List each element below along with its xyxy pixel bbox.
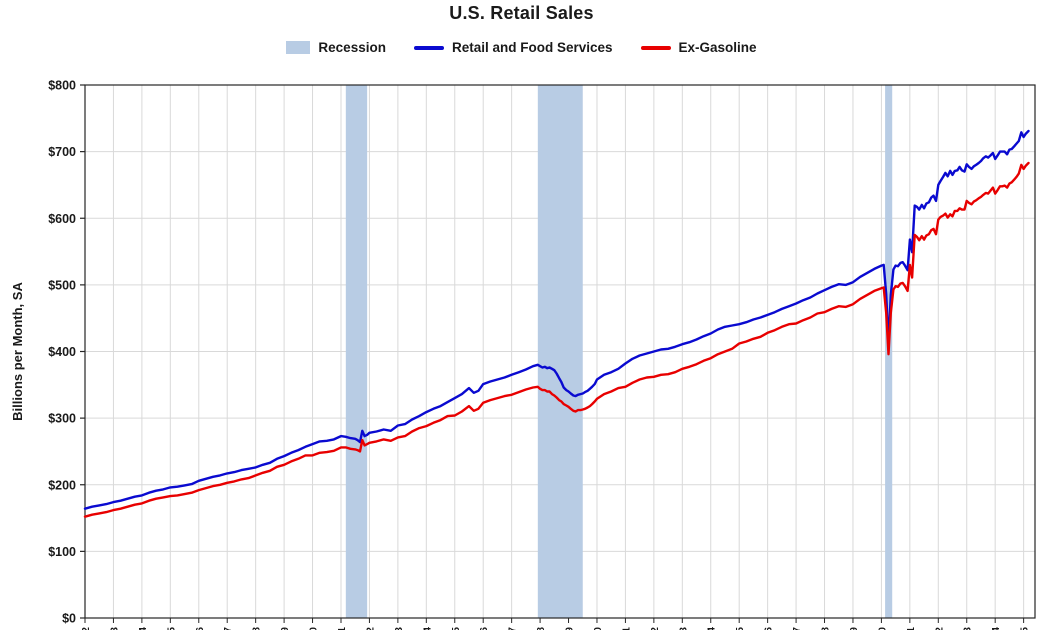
y-tick-label: $800 xyxy=(48,79,76,93)
y-tick-label: $0 xyxy=(62,612,76,626)
x-tick-label: Jan-94 xyxy=(138,627,149,630)
recession-band xyxy=(345,85,368,618)
x-tick-label: Jan-10 xyxy=(593,627,604,630)
x-tick-label: Jan-92 xyxy=(81,627,92,630)
x-tick-label: Jan-04 xyxy=(422,627,433,630)
y-tick-label: $700 xyxy=(48,145,76,159)
x-tick-label: Jan-11 xyxy=(621,627,632,630)
x-tick-label: Jan-15 xyxy=(735,627,746,630)
y-tick-label: $300 xyxy=(48,412,76,426)
legend-label-retail-and-food-services: Retail and Food Services xyxy=(451,40,613,55)
series-line-retail-and-food-services xyxy=(83,129,1030,510)
x-tick-label: Jan-22 xyxy=(934,627,945,630)
y-tick-label: $100 xyxy=(48,545,76,559)
x-tick-label: Jan-23 xyxy=(963,627,974,630)
x-tick-label: Jan-05 xyxy=(451,627,462,630)
y-tick-label: $600 xyxy=(48,212,76,226)
x-tick-label: Jan-18 xyxy=(821,627,832,630)
x-tick-label: Jan-12 xyxy=(650,627,661,630)
legend-item-retail-and-food-services: Retail and Food Services xyxy=(413,40,613,55)
x-tick-label: Jan-08 xyxy=(536,627,547,630)
x-tick-label: Jan-98 xyxy=(252,627,263,630)
retail-and-food-services-line-swatch xyxy=(413,45,444,50)
x-tick-label: Jan-95 xyxy=(166,627,177,630)
x-tick-label: Jan-02 xyxy=(365,627,376,630)
x-tick-label: Jan-06 xyxy=(479,627,490,630)
x-tick-label: Jan-99 xyxy=(280,627,291,630)
series-line-ex-gasoline xyxy=(83,161,1030,518)
y-tick-label: $200 xyxy=(48,478,76,492)
x-tick-label: Jan-03 xyxy=(394,627,405,630)
x-tick-label: Jan-16 xyxy=(764,627,775,630)
x-tick-label: Jan-09 xyxy=(565,627,576,630)
legend-label-recession: Recession xyxy=(318,40,386,55)
ex-gasoline-line-swatch xyxy=(640,45,671,50)
legend-label-ex-gasoline: Ex-Gasoline xyxy=(678,40,757,55)
legend-item-recession: Recession xyxy=(286,40,386,55)
chart-legend: Recession Retail and Food Services Ex-Ga… xyxy=(0,40,1043,55)
x-tick-label: Jan-24 xyxy=(991,627,1002,630)
x-tick-label: Jan-93 xyxy=(109,627,120,630)
x-tick-label: Jan-00 xyxy=(309,627,320,630)
recession-swatch xyxy=(286,41,311,54)
x-tick-label: Jan-25 xyxy=(1020,627,1031,630)
x-tick-label: Jan-07 xyxy=(508,627,519,630)
chart-title: U.S. Retail Sales xyxy=(449,3,594,23)
x-tick-label: Jan-21 xyxy=(906,627,917,630)
x-tick-label: Jan-13 xyxy=(678,627,689,630)
y-tick-label: $500 xyxy=(48,278,76,292)
x-tick-label: Jan-14 xyxy=(707,627,718,630)
legend-item-ex-gasoline: Ex-Gasoline xyxy=(640,40,757,55)
x-tick-label: Jan-19 xyxy=(849,627,860,630)
x-tick-label: Jan-97 xyxy=(223,627,234,630)
y-axis-title: Billions per Month, SA xyxy=(10,282,25,421)
y-tick-label: $400 xyxy=(48,345,76,359)
recession-band xyxy=(537,85,583,618)
x-tick-label: Jan-20 xyxy=(877,627,888,630)
x-tick-label: Jan-17 xyxy=(792,627,803,630)
x-tick-label: Jan-96 xyxy=(195,627,206,630)
x-tick-label: Jan-01 xyxy=(337,627,348,630)
